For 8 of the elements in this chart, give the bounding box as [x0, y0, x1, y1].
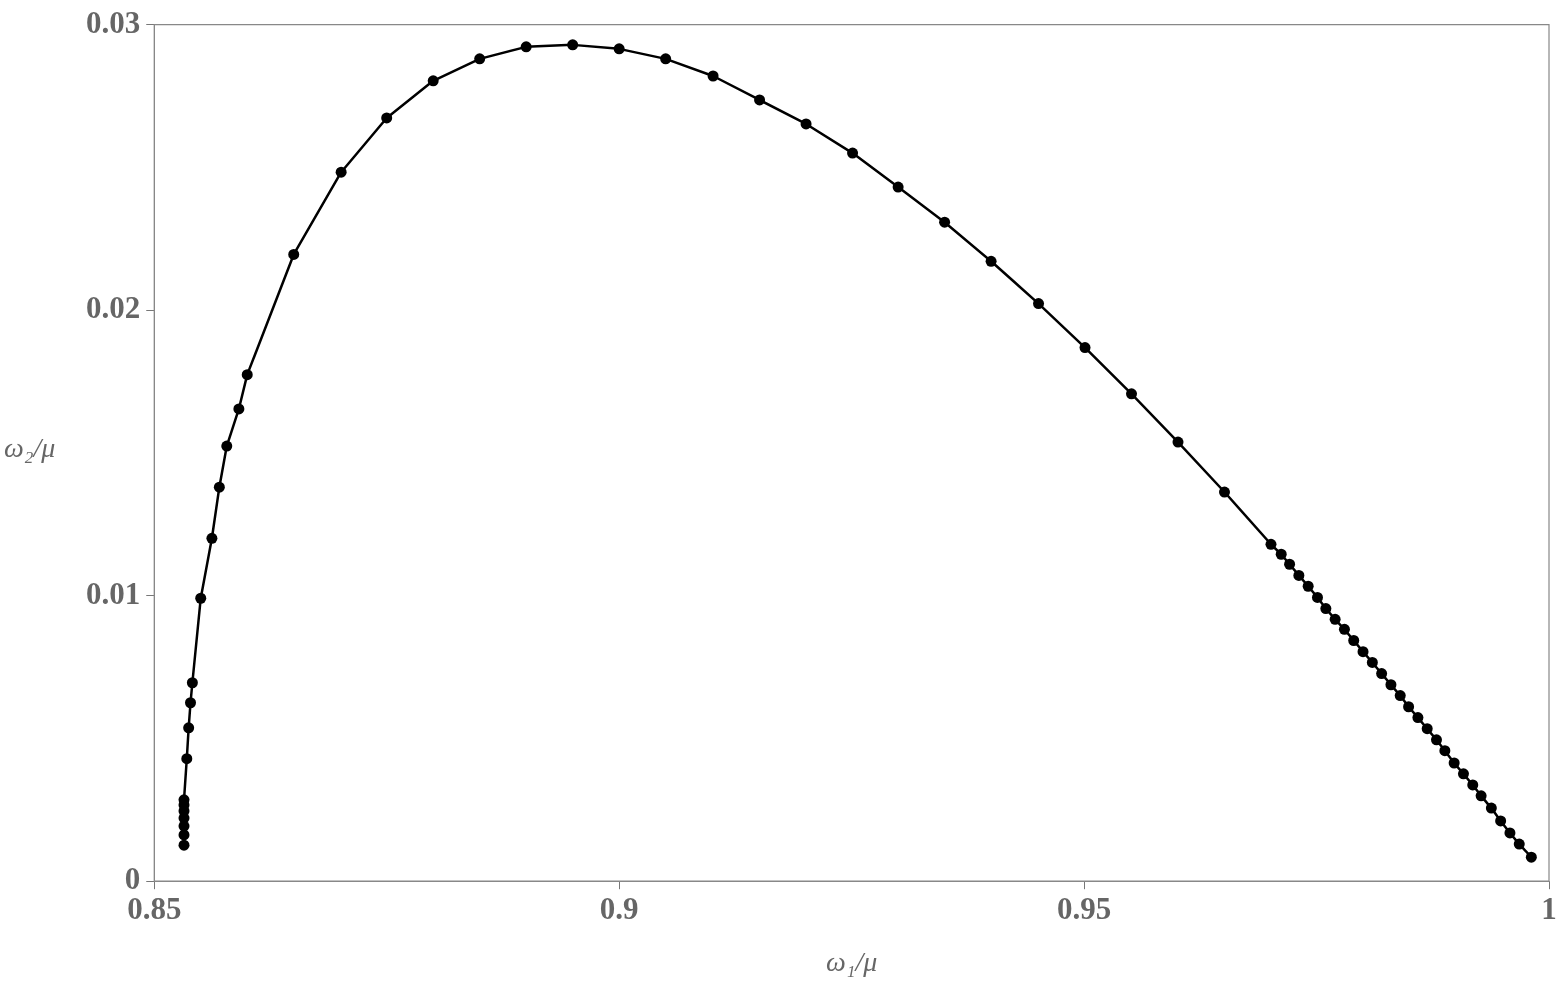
x-axis-title: ω₁/μ: [825, 945, 878, 977]
x-tick-label: 1: [1541, 890, 1557, 926]
y-tick-label: 0.02: [86, 290, 141, 326]
y-tick-label: 0.03: [86, 4, 141, 40]
x-tick-label: 0.95: [1056, 890, 1112, 926]
x-tick-label: 0.9: [599, 890, 639, 926]
y-tick-label: 0.01: [86, 575, 141, 611]
y-axis-title: ω₂/μ: [4, 432, 56, 464]
